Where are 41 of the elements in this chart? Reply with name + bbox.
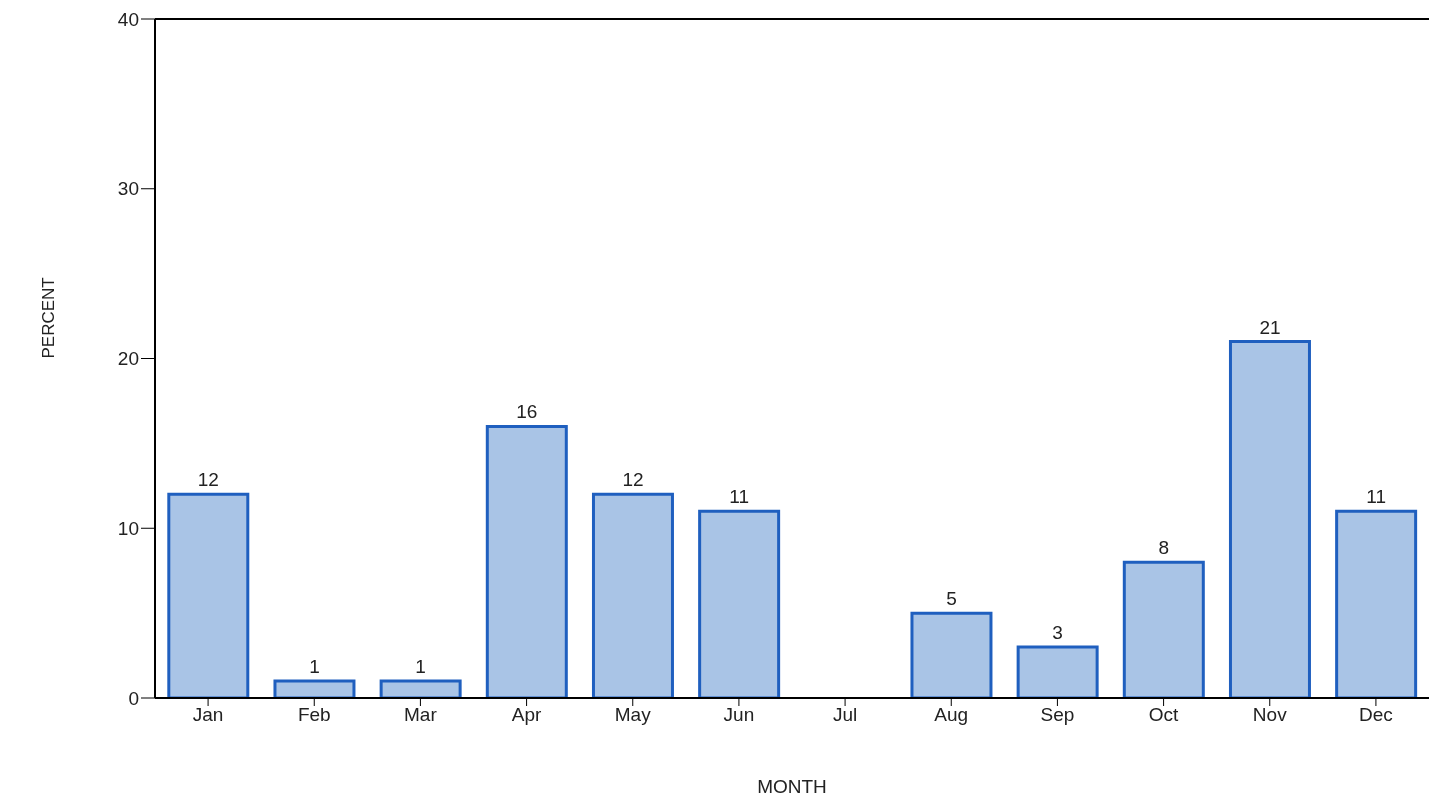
x-tick-label: Nov xyxy=(1252,704,1288,726)
x-tick-label: Feb xyxy=(297,704,331,726)
bar xyxy=(379,679,462,698)
x-tick-label: Jun xyxy=(723,704,755,726)
bar xyxy=(1016,645,1099,698)
bar xyxy=(591,492,674,698)
x-tick-label: Dec xyxy=(1359,704,1393,726)
bar xyxy=(1335,509,1418,698)
y-tick-label: 40 xyxy=(117,8,139,30)
y-tick-label: 10 xyxy=(117,517,139,539)
x-tick-label: Oct xyxy=(1148,704,1180,726)
y-tick-label: 20 xyxy=(117,348,139,370)
bar xyxy=(910,611,993,698)
data-label: 12 xyxy=(622,469,644,491)
bar xyxy=(273,679,356,698)
data-label: 21 xyxy=(1259,316,1281,338)
bar xyxy=(1228,340,1311,698)
x-tick-label: Apr xyxy=(511,704,543,726)
y-tick-label: 0 xyxy=(128,687,139,709)
data-label: 5 xyxy=(946,588,957,610)
x-tick-label: May xyxy=(614,704,652,726)
x-tick-label: Jan xyxy=(192,704,224,726)
data-label: 11 xyxy=(729,486,749,508)
bar xyxy=(698,509,781,698)
x-tick-label: Aug xyxy=(934,704,969,726)
data-label: 3 xyxy=(1052,622,1063,644)
bar xyxy=(485,424,568,698)
x-tick-label: Mar xyxy=(404,704,438,726)
x-tick-label: Jul xyxy=(832,704,858,726)
data-label: 1 xyxy=(309,656,320,678)
bar xyxy=(1122,560,1205,698)
x-tick-label: Sep xyxy=(1040,704,1075,726)
y-tick-label: 30 xyxy=(117,178,139,200)
data-label: 16 xyxy=(516,401,538,423)
bar xyxy=(167,492,250,698)
data-label: 12 xyxy=(197,469,219,491)
data-label: 1 xyxy=(415,656,426,678)
x-axis-title: MONTH xyxy=(757,776,827,797)
data-label: 8 xyxy=(1158,537,1170,559)
y-axis-title: PERCENT xyxy=(39,277,59,359)
data-label: 11 xyxy=(1366,486,1386,508)
